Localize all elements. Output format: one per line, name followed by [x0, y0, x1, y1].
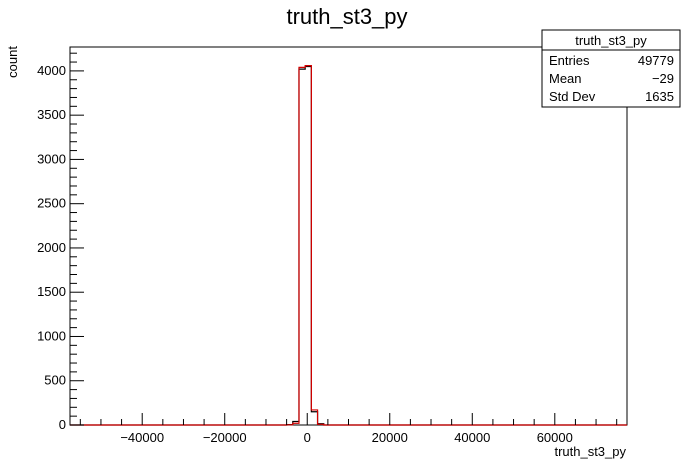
stats-entries-label: Entries	[549, 53, 590, 68]
x-tick-label: 20000	[372, 430, 408, 445]
chart-title: truth_st3_py	[286, 4, 407, 29]
stats-stddev-value: 1635	[645, 89, 674, 104]
x-tick-label: 0	[304, 430, 311, 445]
x-axis-label: truth_st3_py	[554, 444, 626, 459]
x-axis: −40000 −20000 0 20000 40000 60000	[79, 413, 618, 445]
y-tick-label: 1500	[37, 284, 66, 299]
x-tick-label: −40000	[120, 430, 164, 445]
y-tick-label: 2500	[37, 196, 66, 211]
y-tick-label: 500	[44, 373, 66, 388]
y-tick-label: 0	[59, 417, 66, 432]
y-axis: 0 500 1000 1500 2000 2500 3000 3500 4000	[37, 52, 84, 432]
stats-box-border	[541, 29, 681, 108]
y-tick-label: 2000	[37, 240, 66, 255]
stats-box-title: truth_st3_py	[575, 33, 647, 48]
stats-box: truth_st3_py Entries 49779 Mean −29 Std …	[541, 29, 681, 108]
stats-entries-value: 49779	[638, 53, 674, 68]
histogram-series-0	[70, 65, 627, 426]
y-axis-label: count	[5, 46, 20, 78]
stats-stddev-label: Std Dev	[549, 89, 596, 104]
histogram-bars	[70, 64, 627, 426]
x-tick-label: −20000	[203, 430, 247, 445]
y-tick-label: 3500	[37, 107, 66, 122]
stats-mean-value: −29	[652, 71, 674, 86]
y-tick-label: 4000	[37, 63, 66, 78]
stats-mean-label: Mean	[549, 71, 582, 86]
x-tick-label: 60000	[537, 430, 573, 445]
x-tick-label: 40000	[454, 430, 490, 445]
y-tick-label: 3000	[37, 151, 66, 166]
histogram-series-1	[70, 64, 627, 426]
y-tick-label: 1000	[37, 328, 66, 343]
